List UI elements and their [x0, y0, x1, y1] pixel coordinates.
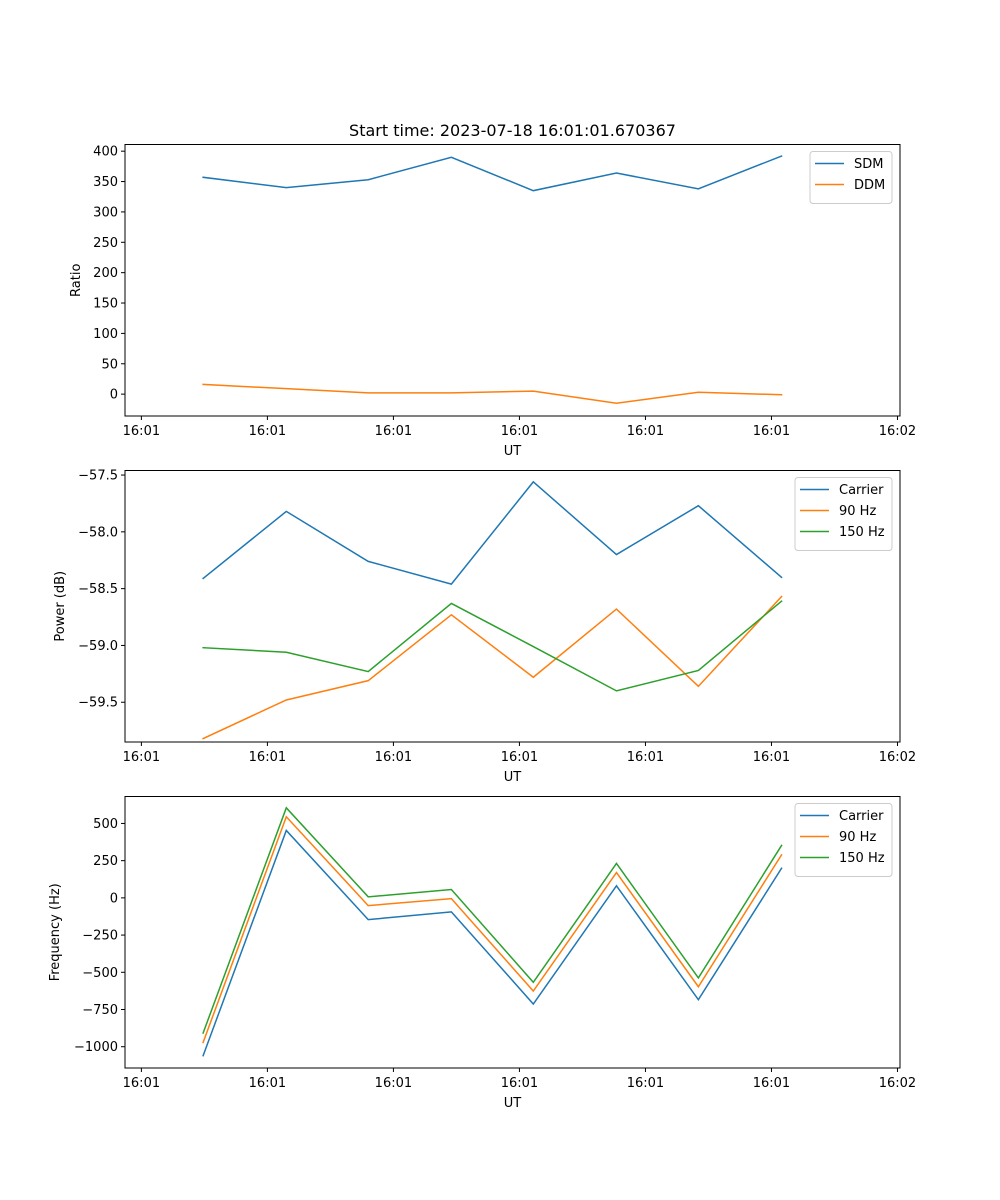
y-tick-label: 350	[93, 175, 118, 190]
y-axis-label: Power (dB)	[53, 571, 68, 642]
y-tick-label: 250	[93, 854, 118, 869]
y-tick-label: 250	[93, 236, 118, 251]
x-axis-label: UT	[504, 1096, 522, 1111]
x-tick-label: 16:01	[627, 750, 664, 765]
axes-frame	[124, 470, 901, 743]
x-tick-label: 16:01	[501, 424, 538, 439]
y-tick-label: −1000	[74, 1040, 118, 1055]
series-line-sdm	[202, 155, 783, 192]
series-line-carrier	[202, 829, 783, 1057]
series-line-150-hz	[202, 806, 783, 1034]
subplot-1: 16:01 16:01 16:01 16:01 16:01 16:01 16:02 0 50 10…	[69, 144, 916, 459]
legend-box	[809, 151, 893, 204]
y-tick-label: −59.5	[78, 696, 118, 711]
y-axis-label: Ratio	[69, 264, 84, 297]
legend-label: 150 Hz	[839, 851, 885, 866]
y-tick-label: 50	[101, 357, 118, 372]
x-tick-label: 16:01	[123, 424, 160, 439]
y-tick-label: −58.5	[78, 582, 118, 597]
x-axis-label: UT	[504, 444, 522, 459]
y-tick-label: 300	[93, 205, 118, 220]
y-axis-label: Frequency (Hz)	[48, 883, 63, 981]
x-tick-label: 16:01	[753, 750, 790, 765]
y-tick-label: 400	[93, 145, 118, 160]
x-tick-label: 16:01	[501, 750, 538, 765]
series-line-90-hz	[202, 815, 783, 1044]
y-tick-label: −500	[82, 966, 118, 981]
y-tick-label: −250	[82, 929, 118, 944]
legend: Carrier 90 Hz 150 Hz	[794, 477, 893, 551]
x-tick-label: 16:01	[627, 1076, 664, 1091]
x-axis-label: UT	[504, 770, 522, 785]
legend-label: Carrier	[839, 483, 884, 498]
axes-frame	[124, 144, 901, 417]
y-tick-label: −750	[82, 1003, 118, 1018]
subplot-3: 16:01 16:01 16:01 16:01 16:01 16:01 16:02 −1000…	[48, 796, 916, 1111]
x-tick-label: 16:01	[627, 424, 664, 439]
x-tick-label: 16:01	[375, 750, 412, 765]
y-tick-label: 150	[93, 297, 118, 312]
x-tick-label: 16:02	[879, 750, 916, 765]
legend-label: DDM	[854, 178, 885, 193]
x-tick-label: 16:01	[249, 1076, 286, 1091]
legend-label: SDM	[854, 157, 883, 172]
panels: 16:01 16:01 16:01 16:01 16:01 16:01 16:02 0 50 10…	[48, 144, 916, 1111]
legend-label: Carrier	[839, 809, 884, 824]
series-line-ddm	[202, 383, 783, 404]
legend-label: 90 Hz	[839, 504, 876, 519]
legend: Carrier 90 Hz 150 Hz	[794, 803, 893, 877]
x-tick-label: 16:01	[375, 1076, 412, 1091]
legend-label: 150 Hz	[839, 525, 885, 540]
legend: SDM DDM	[809, 151, 893, 204]
subplot-2: 16:01 16:01 16:01 16:01 16:01 16:01 16:02 −59.5…	[53, 469, 916, 785]
axes-frame	[124, 796, 901, 1069]
x-tick-label: 16:01	[123, 1076, 160, 1091]
x-tick-label: 16:01	[249, 424, 286, 439]
y-tick-label: 500	[93, 817, 118, 832]
x-tick-label: 16:02	[879, 1076, 916, 1091]
series-line-carrier	[202, 480, 783, 585]
x-tick-label: 16:01	[123, 750, 160, 765]
x-tick-label: 16:01	[249, 750, 286, 765]
x-tick-label: 16:01	[753, 1076, 790, 1091]
y-tick-label: 100	[93, 327, 118, 342]
y-tick-label: 200	[93, 266, 118, 281]
x-tick-label: 16:01	[501, 1076, 538, 1091]
x-tick-label: 16:01	[753, 424, 790, 439]
y-tick-label: 0	[110, 891, 118, 906]
y-tick-label: 0	[110, 388, 118, 403]
y-tick-label: −57.5	[78, 469, 118, 484]
y-tick-label: −59.0	[78, 639, 118, 654]
series-line-150-hz	[202, 600, 783, 692]
legend-label: 90 Hz	[839, 830, 876, 845]
figure-title: Start time: 2023-07-18 16:01:01.670367	[349, 121, 676, 140]
x-tick-label: 16:01	[375, 424, 412, 439]
y-tick-label: −58.0	[78, 525, 118, 540]
x-tick-label: 16:02	[879, 424, 916, 439]
